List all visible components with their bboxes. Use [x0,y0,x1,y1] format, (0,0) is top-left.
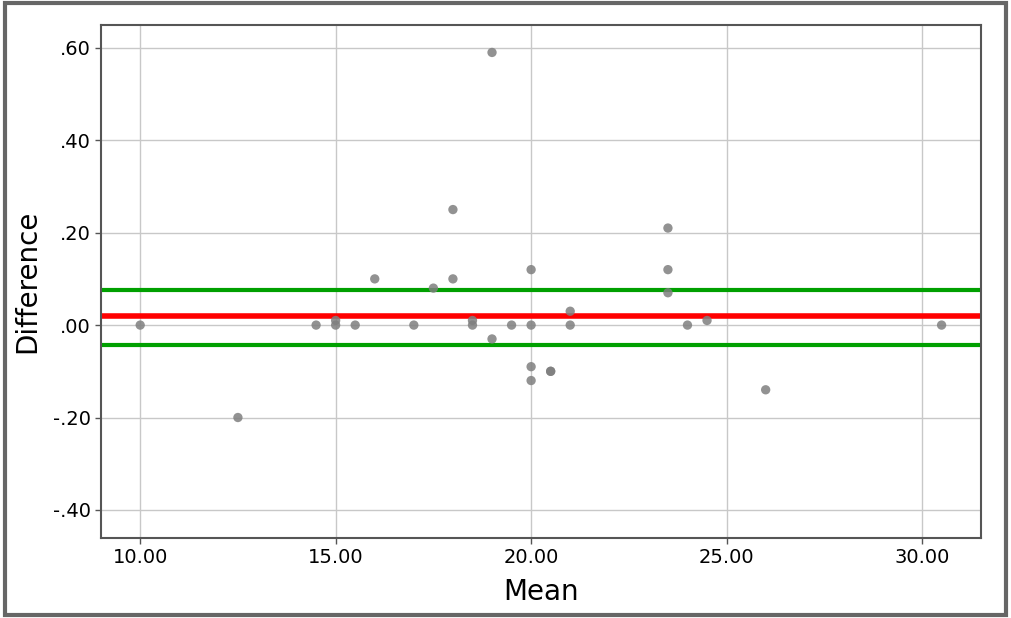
Point [445,205,461,214]
Point [464,320,480,330]
Point [367,274,383,284]
Point [543,366,559,376]
Point [484,48,500,57]
Point [328,316,344,326]
Point [562,307,578,316]
Y-axis label: Difference: Difference [13,210,41,353]
Point [523,265,539,274]
X-axis label: Mean: Mean [503,578,578,606]
Point [660,265,676,274]
Point [933,320,949,330]
Point [523,362,539,371]
Point [562,320,578,330]
Point [660,288,676,298]
Point [328,320,344,330]
Point [503,320,520,330]
Point [484,334,500,344]
Point [347,320,363,330]
Point [426,283,442,293]
Point [543,366,559,376]
Point [660,223,676,233]
Point [464,316,480,326]
Point [308,320,325,330]
Point [445,274,461,284]
Point [132,320,149,330]
Point [405,320,422,330]
Point [229,413,246,423]
Point [523,320,539,330]
Point [757,385,773,395]
Point [699,316,715,326]
Point [523,376,539,386]
Point [679,320,696,330]
